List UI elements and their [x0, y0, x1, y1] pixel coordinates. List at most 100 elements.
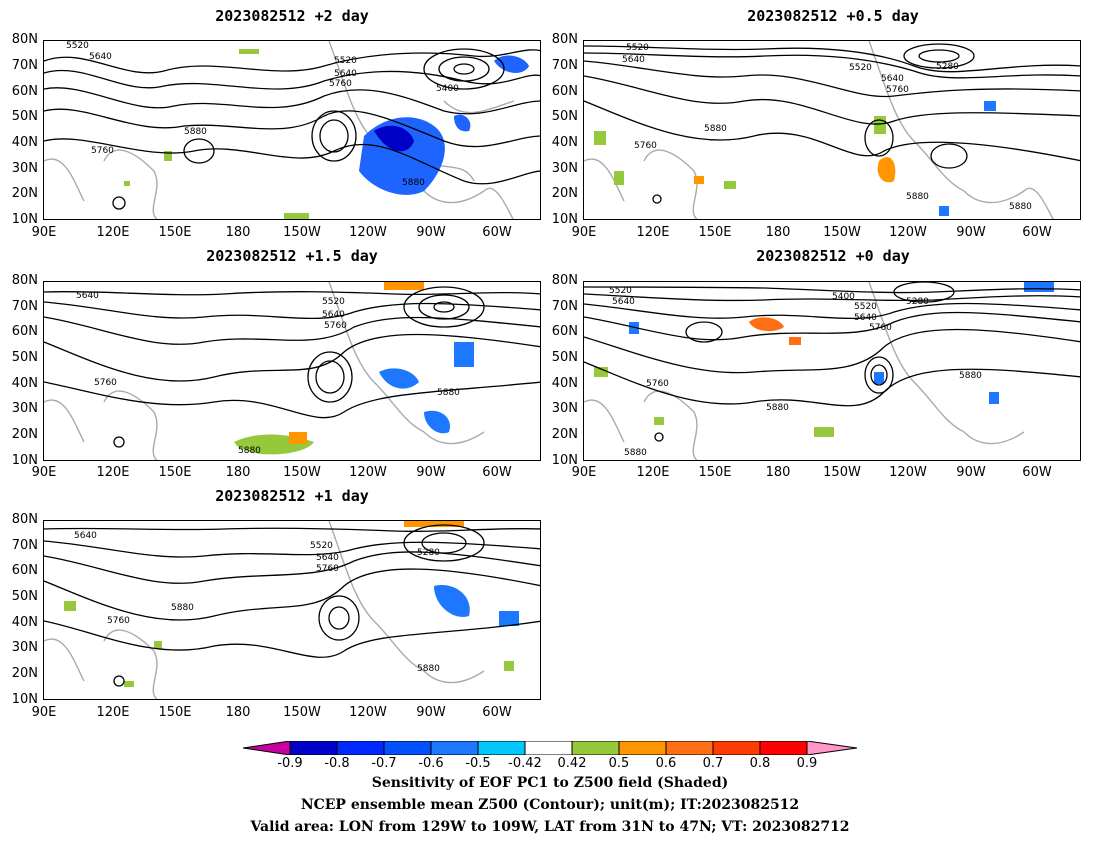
colorbar-swatch	[712, 741, 761, 755]
panel-title: 2023082512 +0.5 day	[747, 7, 919, 25]
lat-tick: 20N	[11, 427, 38, 442]
contour-label: 5760	[869, 323, 892, 333]
colorbar-high-extension	[806, 741, 858, 755]
lat-tick: 50N	[11, 589, 38, 604]
lat-tick: 60N	[11, 324, 38, 339]
z500-contours	[44, 48, 540, 210]
colorbar-swatch	[759, 741, 808, 755]
colorbar-label: -0.7	[371, 756, 397, 771]
lat-tick: 10N	[11, 692, 38, 707]
contour-label: 5640	[622, 55, 645, 65]
lon-tick: 180	[765, 225, 791, 240]
lon-tick: 150E	[158, 225, 192, 240]
contour-label: 5760	[886, 85, 909, 95]
contour-label: 5880	[238, 446, 261, 456]
sensitivity-shading-positive	[124, 49, 309, 219]
colorbar-swatch	[289, 741, 338, 755]
lat-tick: 80N	[551, 32, 578, 47]
contour-label: 5640	[612, 297, 635, 307]
sensitivity-shading-negative	[939, 101, 996, 216]
lat-tick: 70N	[11, 538, 38, 553]
coastlines	[44, 41, 515, 219]
lon-tick: 120W	[349, 465, 387, 480]
contour-label: 5520	[66, 41, 89, 51]
lat-tick: 20N	[11, 666, 38, 681]
lon-tick: 180	[225, 705, 251, 720]
contour-label: 5760	[646, 379, 669, 389]
colorbar-label: -0.8	[324, 756, 350, 771]
contour-label: 5640	[334, 69, 357, 79]
map-plot-plus0-5-day: 5520 5640 5520 5640 5760 5280 5880 5760 …	[583, 40, 1081, 220]
contour-label: 5760	[94, 378, 117, 388]
lat-tick: 40N	[11, 376, 38, 391]
contour-label: 5880	[184, 127, 207, 137]
contour-label: 5880	[417, 664, 440, 674]
lon-tick: 90E	[31, 705, 57, 720]
lat-tick: 60N	[551, 324, 578, 339]
lon-tick: 150W	[823, 465, 861, 480]
contour-labels: 5520 5640 5520 5640 5760 5280 5880 5760 …	[622, 43, 1032, 212]
lon-tick: 150W	[823, 225, 861, 240]
lat-tick: 80N	[11, 273, 38, 288]
contour-label: 5640	[854, 313, 877, 323]
colorbar-swatch	[571, 741, 620, 755]
lat-tick: 20N	[11, 186, 38, 201]
colorbar-label: -0.42	[508, 756, 542, 771]
lat-tick: 40N	[551, 135, 578, 150]
contour-label: 5760	[324, 321, 347, 331]
colorbar-swatch	[383, 741, 432, 755]
contour-label: 5520	[334, 56, 357, 66]
sensitivity-shading-warm	[694, 157, 896, 184]
contour-label: 5640	[89, 52, 112, 62]
lon-tick: 60W	[1022, 225, 1052, 240]
lon-tick: 90E	[31, 465, 57, 480]
contour-label: 5760	[107, 616, 130, 626]
contour-label: 5880	[171, 603, 194, 613]
lon-tick: 90W	[416, 465, 446, 480]
lat-tick: 30N	[11, 401, 38, 416]
lat-tick: 70N	[11, 58, 38, 73]
lat-tick: 10N	[11, 453, 38, 468]
lon-tick: 180	[225, 225, 251, 240]
lon-tick: 150W	[283, 465, 321, 480]
lon-tick: 150W	[283, 225, 321, 240]
colorbar-swatch	[665, 741, 714, 755]
lon-tick: 120W	[349, 225, 387, 240]
lat-tick: 50N	[11, 350, 38, 365]
lon-tick: 150W	[283, 705, 321, 720]
sensitivity-shading-strong	[374, 125, 414, 152]
map-plot-plus1-day: 5640 5520 5640 5760 5280 5880 5760 5880	[43, 520, 541, 700]
lon-tick: 90W	[956, 225, 986, 240]
lat-tick: 40N	[551, 376, 578, 391]
contour-labels: 5520 5640 5400 5520 5640 5280 5760 5760 …	[609, 286, 982, 458]
lon-tick: 60W	[482, 465, 512, 480]
sensitivity-shading-warm	[289, 282, 424, 444]
lon-tick: 120E	[636, 465, 670, 480]
lon-tick: 90E	[571, 225, 597, 240]
contour-label: 5880	[766, 403, 789, 413]
contour-label: 5280	[417, 548, 440, 558]
contour-label: 5760	[634, 141, 657, 151]
lon-tick: 150E	[158, 465, 192, 480]
contour-label: 5880	[437, 388, 460, 398]
contour-label: 5400	[832, 292, 855, 302]
caption-line-3: Valid area: LON from 129W to 109W, LAT f…	[250, 819, 850, 835]
lon-tick: 180	[765, 465, 791, 480]
contour-label: 5760	[316, 564, 339, 574]
lat-tick: 40N	[11, 615, 38, 630]
contour-labels: 5640 5520 5640 5760 5280 5880 5760 5880	[74, 531, 440, 674]
colorbar-label: 0.5	[608, 756, 630, 771]
contour-label: 5880	[624, 448, 647, 458]
lon-tick: 120E	[636, 225, 670, 240]
lat-tick: 80N	[11, 32, 38, 47]
colorbar-label: 0.9	[796, 756, 818, 771]
colorbar-swatch	[524, 741, 573, 755]
contour-label: 5280	[906, 297, 929, 307]
contour-label: 5520	[322, 297, 345, 307]
contour-label: 5520	[310, 541, 333, 551]
map-plot-plus2-day: 5520 5640 5520 5640 5760 5400 5880 5760 …	[43, 40, 541, 220]
lon-tick: 120W	[349, 705, 387, 720]
colorbar	[243, 741, 858, 755]
sensitivity-shading-positive	[594, 116, 886, 189]
contour-label: 5520	[609, 286, 632, 296]
